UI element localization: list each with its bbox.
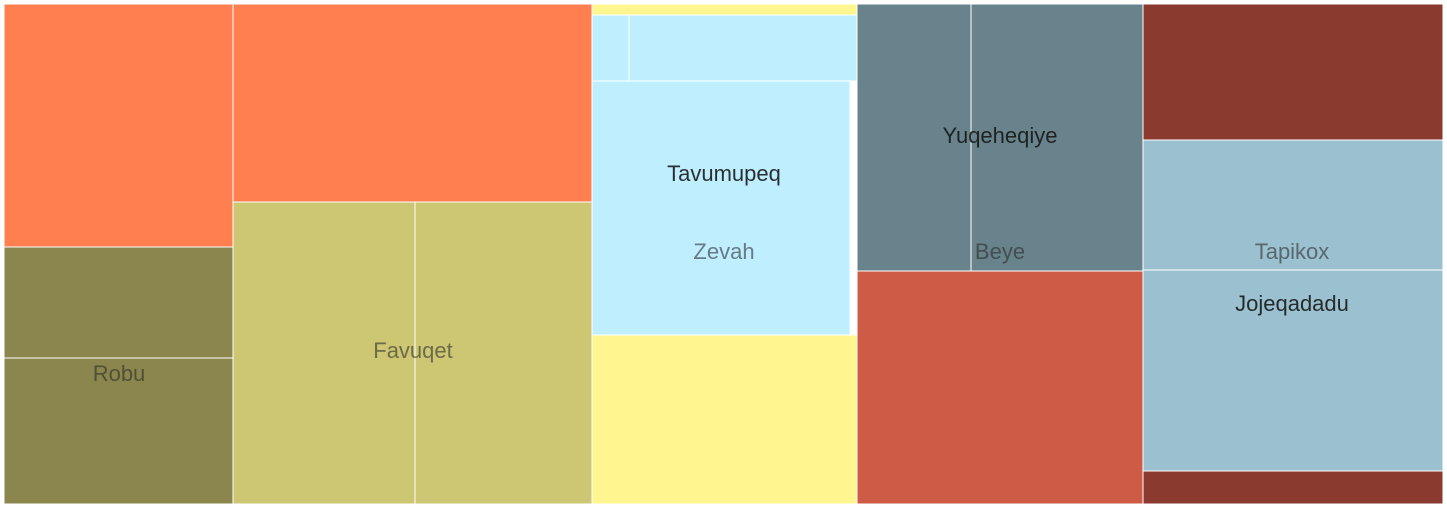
treemap-cell-zevah-4[interactable] xyxy=(591,334,858,505)
cells-layer xyxy=(3,3,1444,505)
treemap-group-zevah xyxy=(591,3,858,505)
treemap-cell-beye-1[interactable] xyxy=(856,270,1144,505)
treemap-group-favuqet xyxy=(232,3,593,505)
cell-label-jojeqadadu: Jojeqadadu xyxy=(1235,291,1349,316)
cell-label-tavumupeq: Tavumupeq xyxy=(667,161,781,186)
group-label-beye: Beye xyxy=(975,239,1025,264)
treemap-cell-beye-0[interactable] xyxy=(856,3,1144,272)
treemap-cell-favuqet-0[interactable] xyxy=(232,3,593,203)
treemap-cell-zevah-2[interactable] xyxy=(628,14,858,82)
group-label-tapikox: Tapikox xyxy=(1255,239,1330,264)
treemap-group-robu xyxy=(3,3,234,505)
treemap-cell-robu-0[interactable] xyxy=(3,3,234,248)
treemap-cell-robu-2[interactable] xyxy=(3,357,234,505)
cell-label-yuqeheqiye: Yuqeheqiye xyxy=(943,123,1058,148)
group-label-robu: Robu xyxy=(93,361,146,386)
group-label-favuqet: Favuqet xyxy=(373,338,453,363)
treemap-cell-favuqet-1[interactable] xyxy=(232,201,416,505)
treemap-group-border-tapikox xyxy=(1142,3,1444,505)
group-label-zevah: Zevah xyxy=(693,239,754,264)
treemap-group-beye xyxy=(856,3,1144,505)
treemap-cell-zevah-0[interactable] xyxy=(591,3,858,16)
treemap-cell-robu-1[interactable] xyxy=(3,246,234,359)
treemap-cell-zevah-1[interactable] xyxy=(591,14,630,82)
treemap-cell-tapikox-0[interactable] xyxy=(1142,3,1444,141)
treemap-group-tapikox xyxy=(1142,3,1444,505)
treemap-cell-favuqet-2[interactable] xyxy=(414,201,593,505)
treemap-cell-zevah-3[interactable] xyxy=(591,80,851,336)
treemap-cell-tapikox-3[interactable] xyxy=(1142,470,1444,505)
labels-layer: Robu Favuqet Tavumupeq Zevah Yuqeheqiye Beye J… xyxy=(93,123,1349,386)
treemap-cell-tapikox-2[interactable] xyxy=(1142,269,1444,472)
treemap-cell-tapikox-1[interactable] xyxy=(1142,139,1444,271)
